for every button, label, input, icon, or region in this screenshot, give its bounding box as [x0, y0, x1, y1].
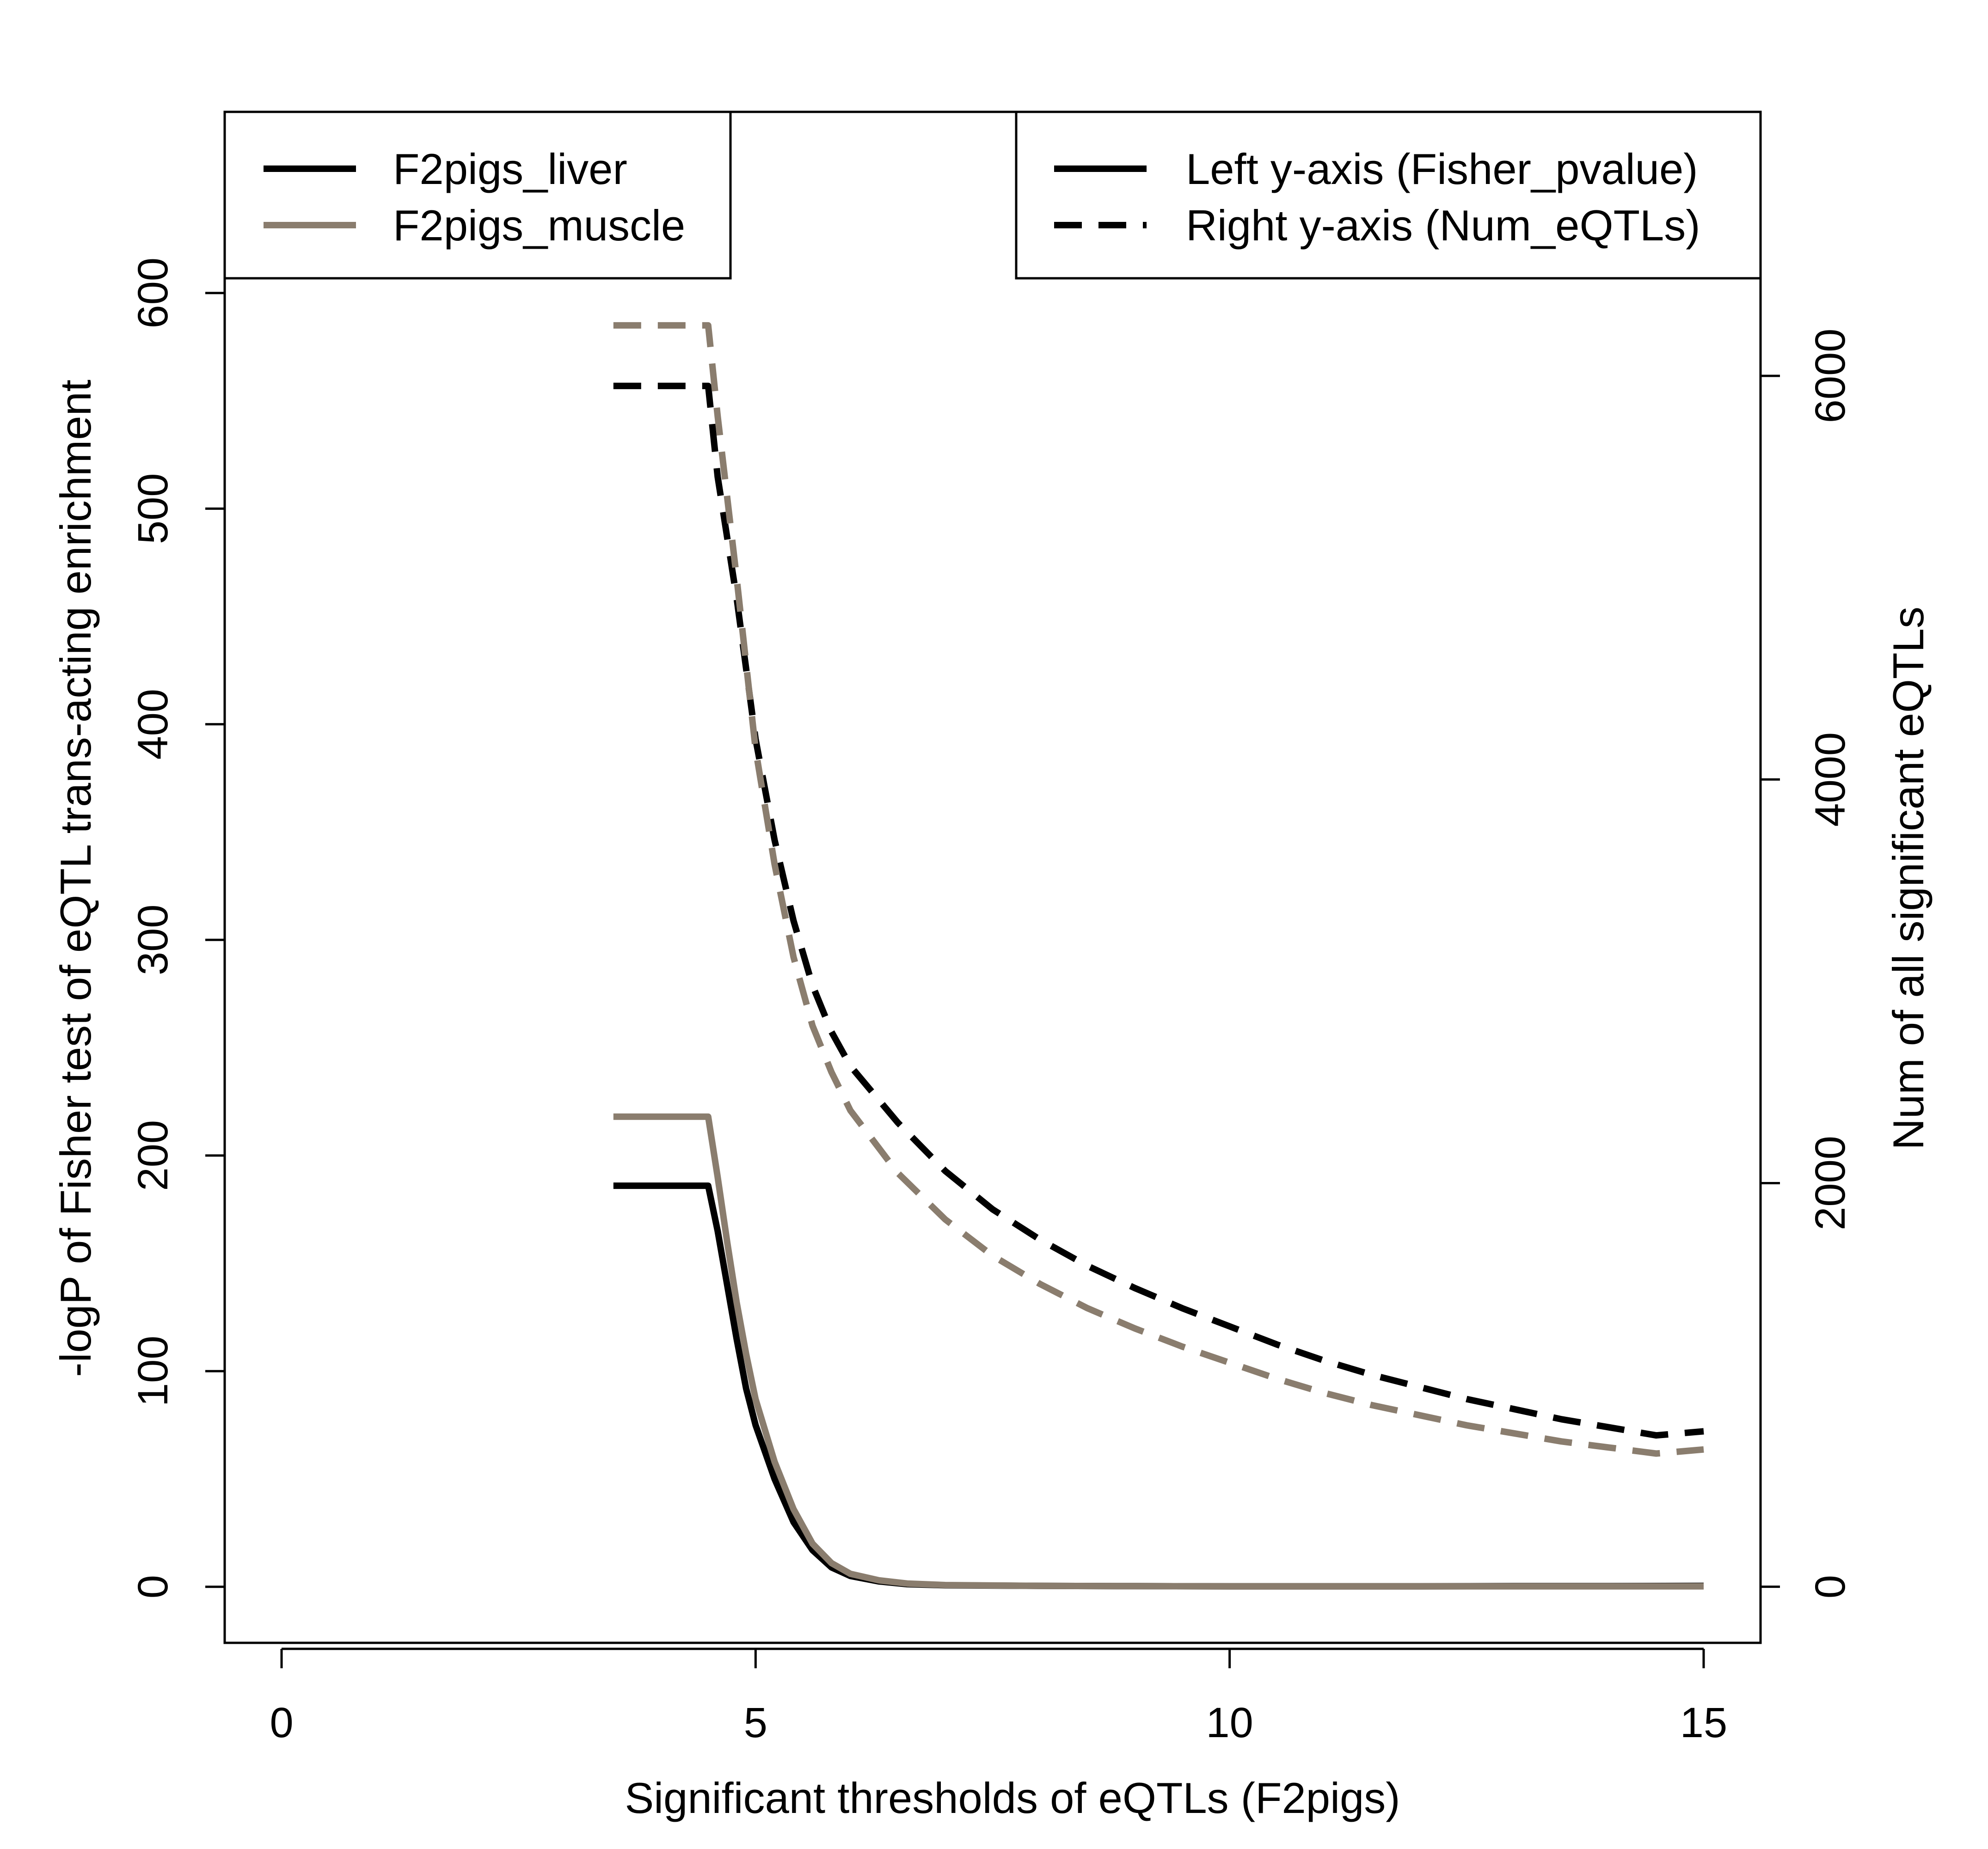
legend-label-right-axis: Right y-axis (Num_eQTLs) [1186, 201, 1700, 250]
right-y-axis: 0 2000 4000 6000 [1759, 329, 1854, 1598]
legend-label-muscle: F2pigs_muscle [393, 201, 685, 250]
left-y-tick-label: 400 [129, 689, 177, 760]
x-tick-label: 15 [1680, 1699, 1727, 1746]
legend-axis-box [1015, 110, 1762, 280]
series-line-f2pigs-liver-left [613, 1182, 1704, 1590]
left-y-tick-label: 200 [129, 1120, 177, 1191]
x-tick-label: 0 [270, 1699, 293, 1746]
series-layer [613, 322, 1704, 1590]
x-tick-label: 5 [744, 1699, 767, 1746]
x-axis-title: Significant thresholds of eQTLs (F2pigs) [625, 1774, 1400, 1822]
right-y-tick-label: 6000 [1807, 329, 1854, 423]
legend-label-liver: F2pigs_liver [393, 145, 627, 193]
left-y-tick-label: 0 [129, 1575, 177, 1598]
right-y-tick-label: 2000 [1807, 1136, 1854, 1231]
right-y-axis-title: Num of all significant eQTLs [1884, 606, 1933, 1150]
legend-tissue-box [223, 110, 732, 280]
right-y-tick-label: 4000 [1807, 732, 1854, 827]
series-line-f2pigs-muscle-right [613, 322, 1704, 1457]
x-axis: 0 5 10 15 [270, 1647, 1727, 1746]
series-line-f2pigs-muscle-left [613, 1113, 1704, 1590]
legend-axis: Left y-axis (Fisher_pvalue) Right y-axis… [1015, 110, 1762, 280]
right-y-tick-label: 0 [1807, 1575, 1854, 1598]
left-y-tick-label: 500 [129, 473, 177, 545]
left-y-tick-label: 100 [129, 1335, 177, 1407]
left-y-tick-label: 600 [129, 257, 177, 329]
series-line-f2pigs-liver-right [613, 382, 1704, 1439]
legend-label-left-axis: Left y-axis (Fisher_pvalue) [1186, 145, 1698, 193]
x-tick-label: 10 [1206, 1699, 1253, 1746]
legend-tissue: F2pigs_liver F2pigs_muscle [223, 110, 732, 280]
left-y-axis-title: -logP of Fisher test of eQTL trans-actin… [51, 380, 100, 1377]
left-y-tick-label: 300 [129, 905, 177, 975]
left-y-axis: 0 100 200 300 400 500 600 [129, 257, 226, 1598]
